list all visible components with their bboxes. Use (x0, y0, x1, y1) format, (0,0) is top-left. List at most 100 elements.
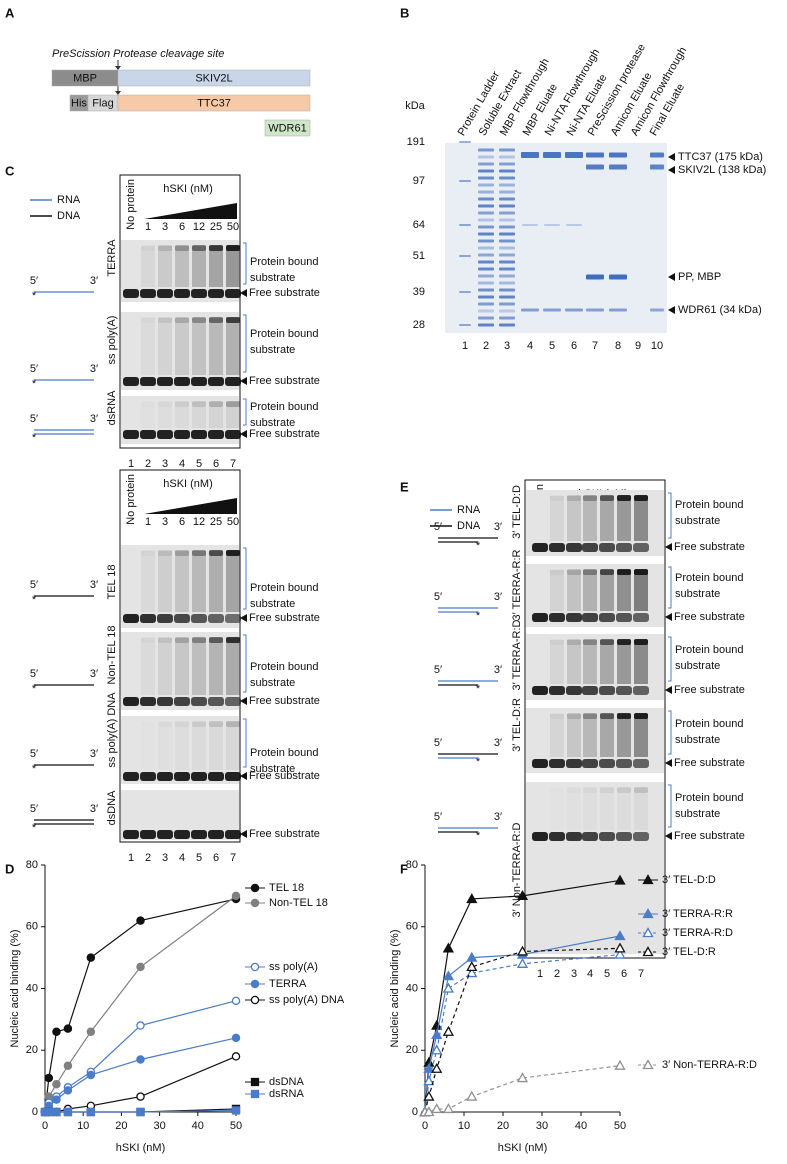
marker (52, 1027, 61, 1036)
free-pointer (665, 759, 672, 767)
free-pointer (240, 614, 247, 622)
bound-band (192, 401, 206, 407)
bound-smear (209, 551, 223, 612)
substrate-label: 3′ Non-TERRA-R:D (511, 822, 523, 917)
free-band (174, 830, 190, 839)
band (478, 288, 494, 292)
lane-number: 2 (145, 852, 151, 864)
bound-label: substrate (250, 763, 295, 775)
bound-band (634, 569, 648, 575)
y-axis-label: Nucleic acid binding (%) (9, 930, 21, 1048)
bound-band (209, 721, 223, 727)
lane-number: 3 (162, 852, 168, 864)
bound-smear (583, 640, 597, 684)
legend-marker (642, 908, 654, 919)
free-band (225, 289, 241, 298)
free-band (549, 543, 565, 552)
legend-marker (642, 946, 654, 957)
bound-smear (141, 638, 155, 695)
bound-band (175, 637, 189, 643)
marker (136, 916, 145, 925)
free-band (208, 430, 224, 439)
bound-smear (583, 570, 597, 611)
free-band (140, 614, 156, 623)
concentration-label: 12 (193, 516, 205, 528)
free-band (123, 697, 139, 706)
marker (231, 1052, 241, 1061)
x-tick-label: 40 (192, 1120, 204, 1132)
band (478, 323, 494, 327)
bound-smear (209, 402, 223, 428)
band (459, 180, 471, 182)
x-tick-label: 0 (422, 1120, 428, 1132)
free-label: Free substrate (249, 828, 320, 840)
marker (516, 957, 529, 968)
bound-smear (634, 714, 648, 757)
free-label: Free substrate (249, 612, 320, 624)
free-band (566, 759, 582, 768)
bound-label: substrate (250, 417, 295, 429)
band (586, 164, 604, 170)
lane-number: 6 (571, 340, 577, 352)
marker (136, 1021, 145, 1030)
bound-label: substrate (675, 515, 720, 527)
bound-band (600, 495, 614, 501)
bound-smear (550, 788, 564, 830)
free-band (140, 377, 156, 386)
bound-label: substrate (250, 344, 295, 356)
cleavage-site-label: PreScission Protease cleavage site (52, 48, 224, 60)
marker (44, 1073, 54, 1083)
strand-end: 5′ (434, 591, 442, 603)
free-band (191, 430, 207, 439)
strand-end: 5′ (30, 803, 38, 815)
free-pointer (665, 832, 672, 840)
bound-smear (141, 551, 155, 612)
band (499, 169, 515, 173)
free-band (157, 830, 173, 839)
band (521, 152, 539, 158)
legend-marker (642, 927, 654, 938)
band-pointer (668, 306, 675, 314)
lane-number: 1 (537, 968, 543, 980)
bound-smear (192, 246, 206, 287)
bound-band (550, 495, 564, 501)
bound-band (226, 401, 240, 407)
substrate-label: dsDNA (106, 790, 118, 826)
series-line (44, 898, 237, 1113)
band (499, 218, 515, 222)
label-marker: * (476, 683, 481, 695)
bound-band (634, 639, 648, 645)
label-marker: * (32, 378, 37, 390)
bound-smear (192, 551, 206, 612)
y-tick-label: 80 (26, 859, 38, 871)
marker (63, 1024, 73, 1033)
free-band (599, 759, 615, 768)
free-pointer (665, 686, 672, 694)
band (499, 302, 515, 306)
bound-smear (209, 722, 223, 770)
bracket (668, 710, 672, 755)
legend-marker (250, 995, 260, 1005)
marker (86, 1070, 96, 1080)
y-tick-label: 60 (406, 921, 418, 933)
band (565, 152, 583, 158)
marker (63, 1061, 73, 1070)
free-band (532, 832, 548, 841)
bound-band (192, 550, 206, 556)
substrate-label: TERRA (106, 239, 118, 277)
band (478, 162, 494, 166)
x-tick-label: 10 (77, 1120, 89, 1132)
free-band (208, 377, 224, 386)
bound-band (550, 569, 564, 575)
series-line (44, 1037, 237, 1113)
bound-band (141, 317, 155, 323)
bound-smear (634, 788, 648, 830)
free-band (616, 613, 632, 622)
bound-smear (158, 318, 172, 375)
bound-smear (209, 638, 223, 695)
substrate-label: 3′ TERRA-R:D (511, 619, 523, 690)
bracket (243, 398, 247, 426)
bound-band (192, 637, 206, 643)
y-tick-label: 20 (26, 1044, 38, 1056)
marker-label: 51 (413, 250, 425, 262)
